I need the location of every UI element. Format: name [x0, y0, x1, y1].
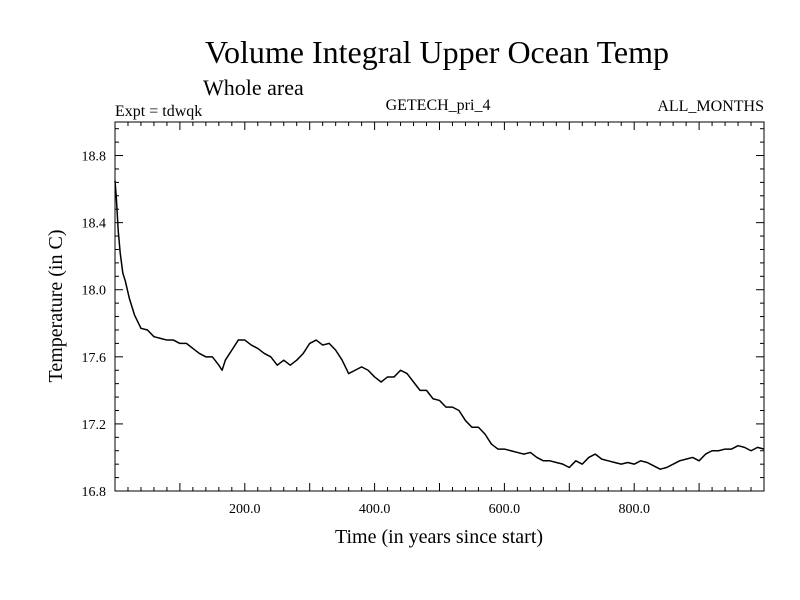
plot-frame [114, 121, 765, 492]
y-tick-label: 17.6 [82, 351, 107, 366]
x-tick-label: 800.0 [618, 502, 650, 517]
series-line [114, 180, 765, 470]
axis-ticks [115, 122, 764, 491]
y-tick-label: 17.2 [82, 418, 107, 433]
axis-tick-labels: 200.0 400.0 600.0 800.0 16.8 17.2 17.6 18.0 18.4… [82, 150, 650, 517]
chart-subtitle: Whole area [203, 75, 304, 100]
y-tick-label: 16.8 [82, 485, 107, 500]
x-axis-label: Time (in years since start) [335, 526, 543, 548]
months-label: ALL_MONTHS [657, 98, 764, 115]
y-tick-label: 18.4 [82, 217, 107, 232]
y-axis-label: Temperature (in C) [45, 230, 67, 383]
x-tick-label: 400.0 [359, 502, 391, 517]
y-tick-label: 18.0 [82, 284, 107, 299]
x-tick-label: 200.0 [229, 502, 261, 517]
dataset-label: GETECH_pri_4 [386, 97, 491, 114]
y-tick-label: 18.8 [82, 150, 107, 165]
expt-label: Expt = tdwqk [115, 103, 202, 120]
chart-title: Volume Integral Upper Ocean Temp [205, 34, 669, 70]
x-tick-label: 600.0 [489, 502, 521, 517]
